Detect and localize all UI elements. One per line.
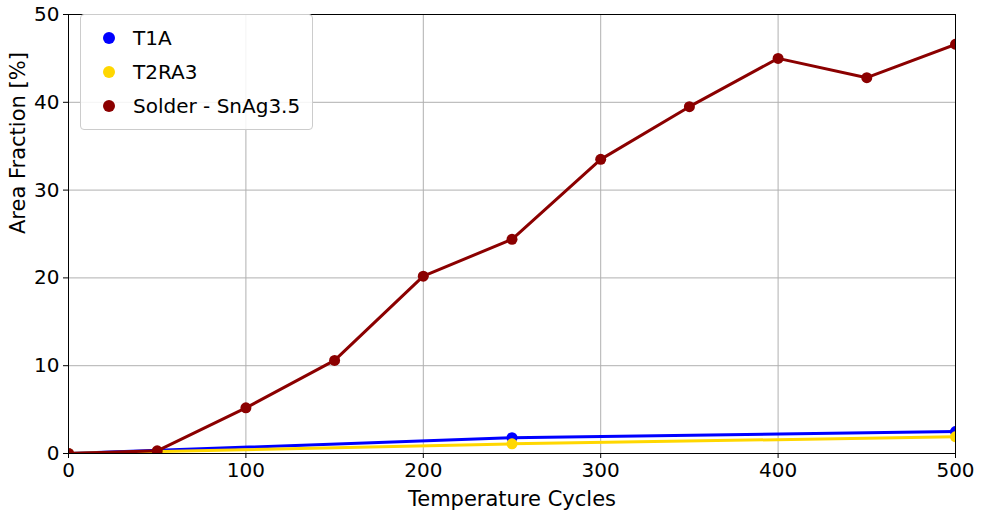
svg-text:0: 0 (47, 441, 60, 465)
svg-text:300: 300 (582, 458, 620, 482)
svg-text:40: 40 (34, 90, 59, 114)
svg-text:400: 400 (759, 458, 797, 482)
svg-text:10: 10 (34, 353, 59, 377)
svg-text:30: 30 (34, 178, 59, 202)
svg-text:200: 200 (404, 458, 442, 482)
svg-text:0: 0 (62, 458, 75, 482)
svg-text:Area Fraction [%]: Area Fraction [%] (6, 52, 30, 234)
html-text:T2RA3: T2RA3 (133, 60, 198, 84)
svg-text:50: 50 (34, 2, 59, 26)
html-text:Solder - SnAg3.5: Solder - SnAg3.5 (133, 94, 301, 118)
html-text:T1A: T1A (133, 26, 172, 50)
svg-text:500: 500 (936, 458, 974, 482)
svg-text:20: 20 (34, 265, 59, 289)
svg-text:100: 100 (227, 458, 265, 482)
svg-text:Temperature Cycles: Temperature Cycles (407, 487, 616, 511)
